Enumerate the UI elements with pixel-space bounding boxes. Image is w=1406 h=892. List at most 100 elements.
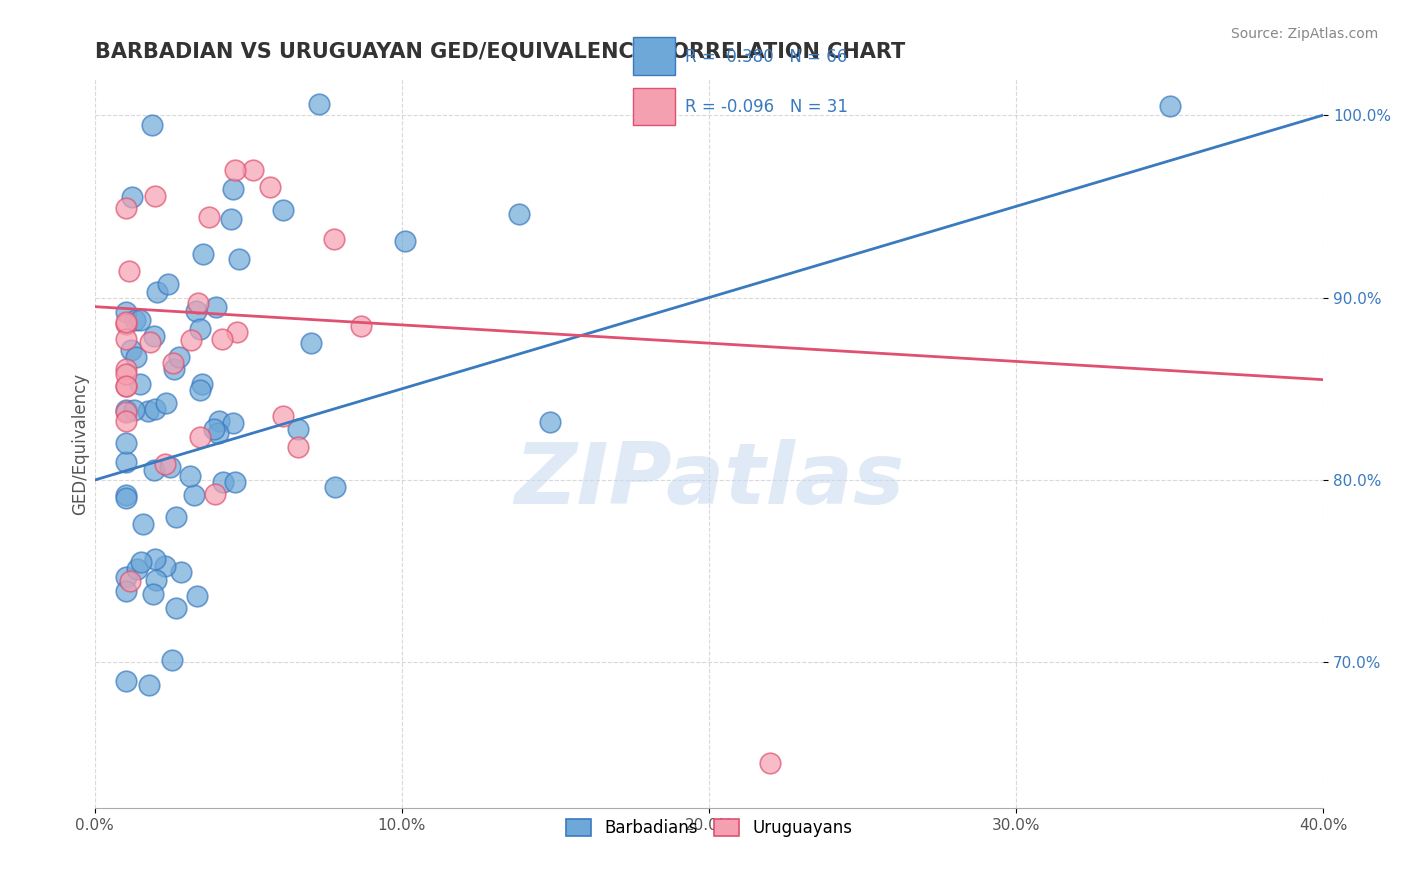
Point <box>114 455 136 469</box>
Point <box>221 416 243 430</box>
Point <box>165 510 187 524</box>
Point <box>221 211 243 226</box>
Point <box>118 264 141 278</box>
Point <box>169 350 191 364</box>
Point <box>299 336 322 351</box>
Point <box>129 376 152 391</box>
Point <box>187 295 209 310</box>
FancyBboxPatch shape <box>633 87 675 125</box>
Point <box>153 458 176 472</box>
Point <box>259 180 281 194</box>
Point <box>122 402 145 417</box>
Point <box>350 319 373 334</box>
Text: R =  0.380   N = 66: R = 0.380 N = 66 <box>686 48 848 66</box>
Point <box>207 426 229 441</box>
Point <box>162 362 184 376</box>
Point <box>143 188 166 202</box>
Point <box>141 118 163 132</box>
Point <box>114 317 136 331</box>
Point <box>146 285 169 299</box>
Point <box>114 201 136 215</box>
Point <box>197 210 219 224</box>
Text: Source: ZipAtlas.com: Source: ZipAtlas.com <box>1230 27 1378 41</box>
FancyBboxPatch shape <box>633 37 675 75</box>
Point <box>179 468 201 483</box>
Point <box>136 403 159 417</box>
Point <box>170 565 193 579</box>
Point <box>129 312 152 326</box>
Point <box>208 414 231 428</box>
Point <box>188 321 211 335</box>
Point <box>145 573 167 587</box>
Text: ZIPatlas: ZIPatlas <box>515 439 904 522</box>
Point <box>508 207 530 221</box>
Point <box>114 367 136 381</box>
Point <box>271 202 294 217</box>
Point <box>224 475 246 490</box>
Point <box>162 355 184 369</box>
Text: BARBADIAN VS URUGUAYAN GED/EQUIVALENCY CORRELATION CHART: BARBADIAN VS URUGUAYAN GED/EQUIVALENCY C… <box>94 42 905 62</box>
Point <box>114 405 136 419</box>
Point <box>160 653 183 667</box>
Point <box>125 351 148 365</box>
Point <box>125 562 148 576</box>
Point <box>186 589 208 603</box>
Point <box>204 487 226 501</box>
Point <box>156 277 179 291</box>
Point <box>224 162 246 177</box>
Point <box>114 491 136 505</box>
Point <box>191 376 214 391</box>
Point <box>114 403 136 417</box>
Point <box>183 488 205 502</box>
Point <box>242 162 264 177</box>
Point <box>114 570 136 584</box>
Point <box>143 551 166 566</box>
Point <box>1159 99 1181 113</box>
Legend: Barbadians, Uruguayans: Barbadians, Uruguayans <box>560 813 859 844</box>
Point <box>211 332 233 346</box>
Point <box>142 328 165 343</box>
Point <box>394 234 416 248</box>
Point <box>132 516 155 531</box>
Point <box>114 414 136 428</box>
Point <box>124 313 146 327</box>
Point <box>188 383 211 397</box>
Point <box>204 300 226 314</box>
Point <box>114 378 136 392</box>
Y-axis label: GED/Equivalency: GED/Equivalency <box>72 373 89 515</box>
Point <box>155 396 177 410</box>
Point <box>325 480 347 494</box>
Point <box>222 182 245 196</box>
Point <box>322 232 344 246</box>
Point <box>138 677 160 691</box>
Point <box>114 304 136 318</box>
Point <box>120 343 142 358</box>
Point <box>145 401 167 416</box>
Point <box>143 463 166 477</box>
Point <box>228 252 250 267</box>
Point <box>129 555 152 569</box>
Point <box>180 333 202 347</box>
Point <box>165 600 187 615</box>
Point <box>287 440 309 454</box>
Point <box>114 436 136 450</box>
Point <box>155 559 177 574</box>
Point <box>114 332 136 346</box>
Point <box>114 379 136 393</box>
Point <box>114 361 136 376</box>
Point <box>226 325 249 339</box>
Point <box>159 459 181 474</box>
Point <box>114 583 136 598</box>
Point <box>118 574 141 588</box>
Point <box>114 488 136 502</box>
Point <box>114 314 136 328</box>
Point <box>202 422 225 436</box>
Point <box>271 409 294 423</box>
Point <box>287 422 309 436</box>
Point <box>186 304 208 318</box>
Text: R = -0.096   N = 31: R = -0.096 N = 31 <box>686 98 848 116</box>
Point <box>114 674 136 689</box>
Point <box>138 335 160 350</box>
Point <box>188 430 211 444</box>
Point <box>759 756 782 770</box>
